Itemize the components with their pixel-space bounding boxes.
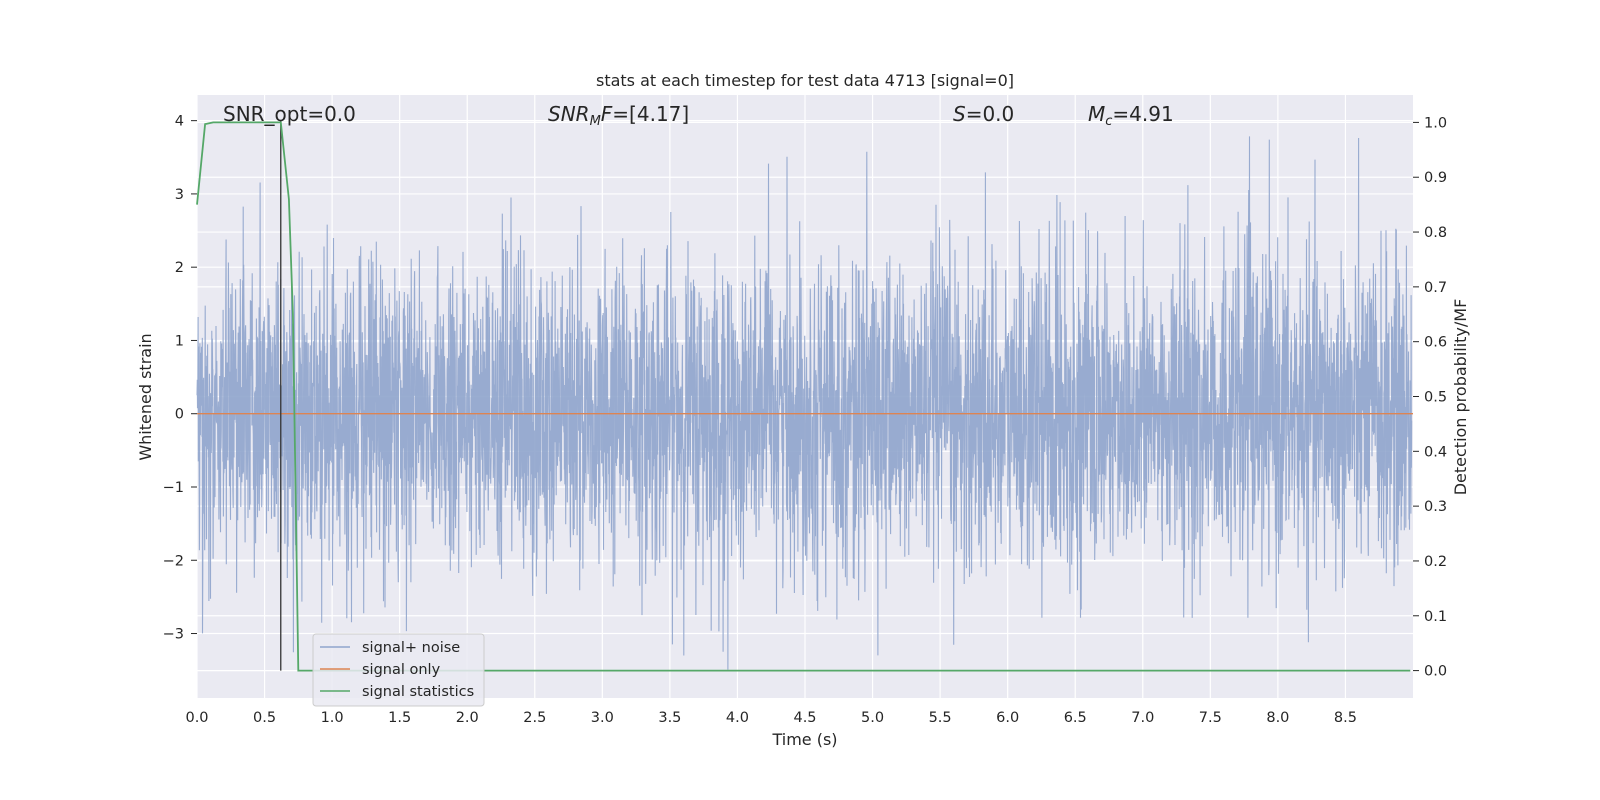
y-right-tick-label: 0.2 xyxy=(1424,554,1447,570)
y-right-tick-label: 0.9 xyxy=(1424,170,1447,186)
annotation-snr-mf: SNRMF=[4.17] xyxy=(548,102,689,129)
y-right-tick-label: 0.1 xyxy=(1424,609,1447,625)
y-left-tick-label: 2 xyxy=(175,260,184,276)
series-signal-plus-noise xyxy=(196,136,1413,670)
annotation-snr-opt: SNR_opt=0.0 xyxy=(223,102,356,126)
y-axis-right-label: Detection probability/MF xyxy=(1451,299,1470,496)
y-left-tick-label: 1 xyxy=(175,333,184,349)
legend-label-signal-noise: signal+ noise xyxy=(362,640,460,656)
x-tick-label: 5.5 xyxy=(929,710,952,726)
y-left-tick-label: −3 xyxy=(163,627,184,643)
x-tick-label: 4.0 xyxy=(726,710,749,726)
y-left-tick-labels: 4 3 2 1 0 −1 −2 −3 xyxy=(163,114,197,643)
x-tick-label: 1.5 xyxy=(388,710,411,726)
y-left-tick-label: −2 xyxy=(163,553,184,569)
y-right-tick-labels: 1.0 0.9 0.8 0.7 0.6 0.5 0.4 0.3 0.2 0.1 0.0 xyxy=(1413,115,1447,680)
x-tick-label: 0.0 xyxy=(185,710,208,726)
signal-statistics-line xyxy=(196,121,1411,672)
y-left-tick-label: 4 xyxy=(175,114,184,130)
x-tick-label: 7.5 xyxy=(1199,710,1222,726)
y-right-tick-label: 0.8 xyxy=(1424,225,1447,241)
y-right-tick-label: 0.4 xyxy=(1424,444,1447,460)
y-right-tick-label: 1.0 xyxy=(1424,115,1447,131)
y-right-tick-label: 0.7 xyxy=(1424,280,1447,296)
x-tick-labels: 0.0 0.5 1.0 1.5 2.0 2.5 3.0 3.5 4.0 4.5 5.0 5.5 6.0 6… xyxy=(185,710,1357,726)
x-tick-label: 3.0 xyxy=(591,710,614,726)
y-right-tick-label: 0.3 xyxy=(1424,499,1447,515)
legend-box xyxy=(312,633,485,707)
y-left-tick-label: 3 xyxy=(175,187,184,203)
x-tick-label: 7.0 xyxy=(1131,710,1154,726)
x-axis-label: Time (s) xyxy=(771,730,837,749)
x-tick-label: 5.0 xyxy=(861,710,884,726)
signal-noise-line xyxy=(196,136,1413,670)
x-tick-label: 6.0 xyxy=(996,710,1019,726)
series-signal-statistics xyxy=(196,121,1411,672)
legend-label-signal-statistics: signal statistics xyxy=(362,684,474,700)
y-axis-left-label: Whitened strain xyxy=(136,333,155,460)
x-tick-label: 8.5 xyxy=(1334,710,1357,726)
y-left-tick-label: 0 xyxy=(175,407,184,423)
legend-label-signal-only: signal only xyxy=(362,662,441,678)
x-tick-label: 2.5 xyxy=(523,710,546,726)
x-tick-label: 3.5 xyxy=(658,710,681,726)
x-tick-label: 6.5 xyxy=(1064,710,1087,726)
annotation-mc: Mc=4.91 xyxy=(1088,102,1174,129)
y-right-tick-label: 0.6 xyxy=(1424,335,1447,351)
annotation-s: S=0.0 xyxy=(953,102,1014,126)
x-tick-label: 2.0 xyxy=(456,710,479,726)
y-left-tick-label: −1 xyxy=(163,480,184,496)
chart-title: stats at each timestep for test data 471… xyxy=(596,71,1014,90)
legend: signal+ noise signal only signal statist… xyxy=(312,633,485,707)
x-tick-label: 4.5 xyxy=(793,710,816,726)
y-right-tick-label: 0.5 xyxy=(1424,390,1447,406)
x-tick-label: 8.0 xyxy=(1266,710,1289,726)
x-tick-label: 1.0 xyxy=(321,710,344,726)
x-tick-label: 0.5 xyxy=(253,710,276,726)
y-right-tick-label: 0.0 xyxy=(1424,664,1447,680)
